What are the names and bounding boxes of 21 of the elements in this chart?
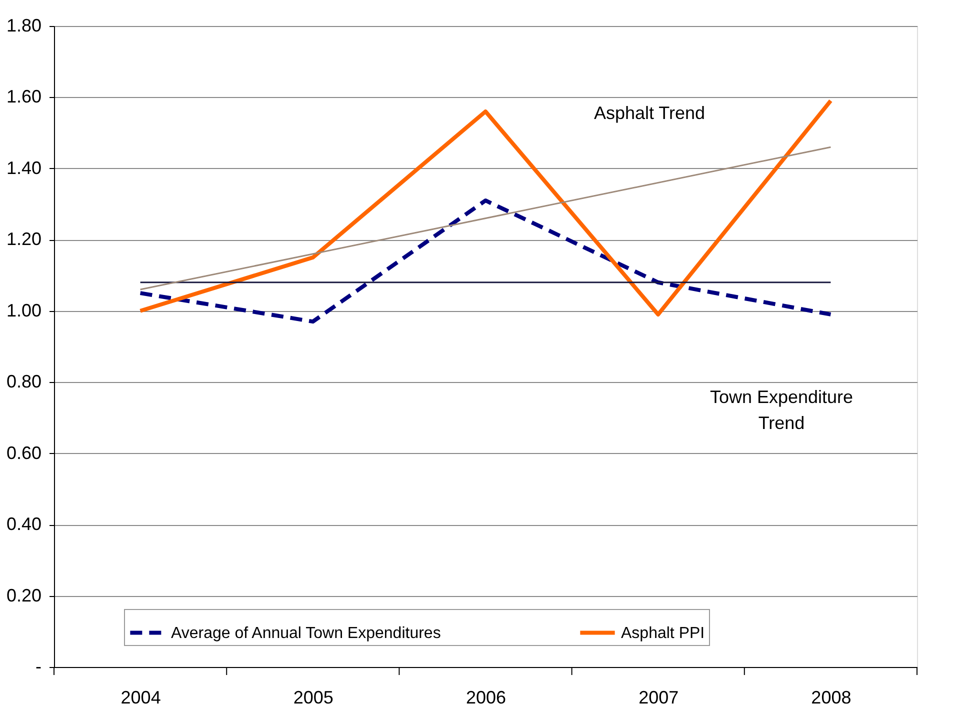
- y-tick-label: 0.40: [6, 514, 42, 534]
- x-tick-label: 2006: [466, 688, 506, 708]
- y-tick-label: 1.40: [6, 158, 42, 178]
- y-tick-label: -: [36, 656, 42, 676]
- legend-label: Asphalt PPI: [621, 624, 705, 642]
- legend-label: Average of Annual Town Expenditures: [171, 624, 441, 642]
- y-tick-label: 1.60: [6, 86, 42, 107]
- line-series: [138, 98, 833, 316]
- y-tick-label: 0.80: [6, 372, 42, 392]
- annotation: Town Expenditure Trend: [710, 386, 854, 433]
- annotation: Asphalt Trend: [594, 102, 706, 123]
- y-tick-label: 0.60: [6, 442, 42, 463]
- y-tick-label: 0.20: [6, 585, 42, 606]
- y-tick-label: 1.00: [6, 300, 42, 320]
- y-tick-label: 1.20: [6, 229, 42, 250]
- x-tick-label: 2004: [120, 688, 161, 708]
- x-tick-label: 2008: [811, 688, 852, 708]
- x-tick-label: 2007: [638, 688, 679, 708]
- line-series: [138, 198, 833, 324]
- y-tick-label: 1.80: [6, 16, 42, 36]
- x-tick-label: 2005: [293, 688, 334, 708]
